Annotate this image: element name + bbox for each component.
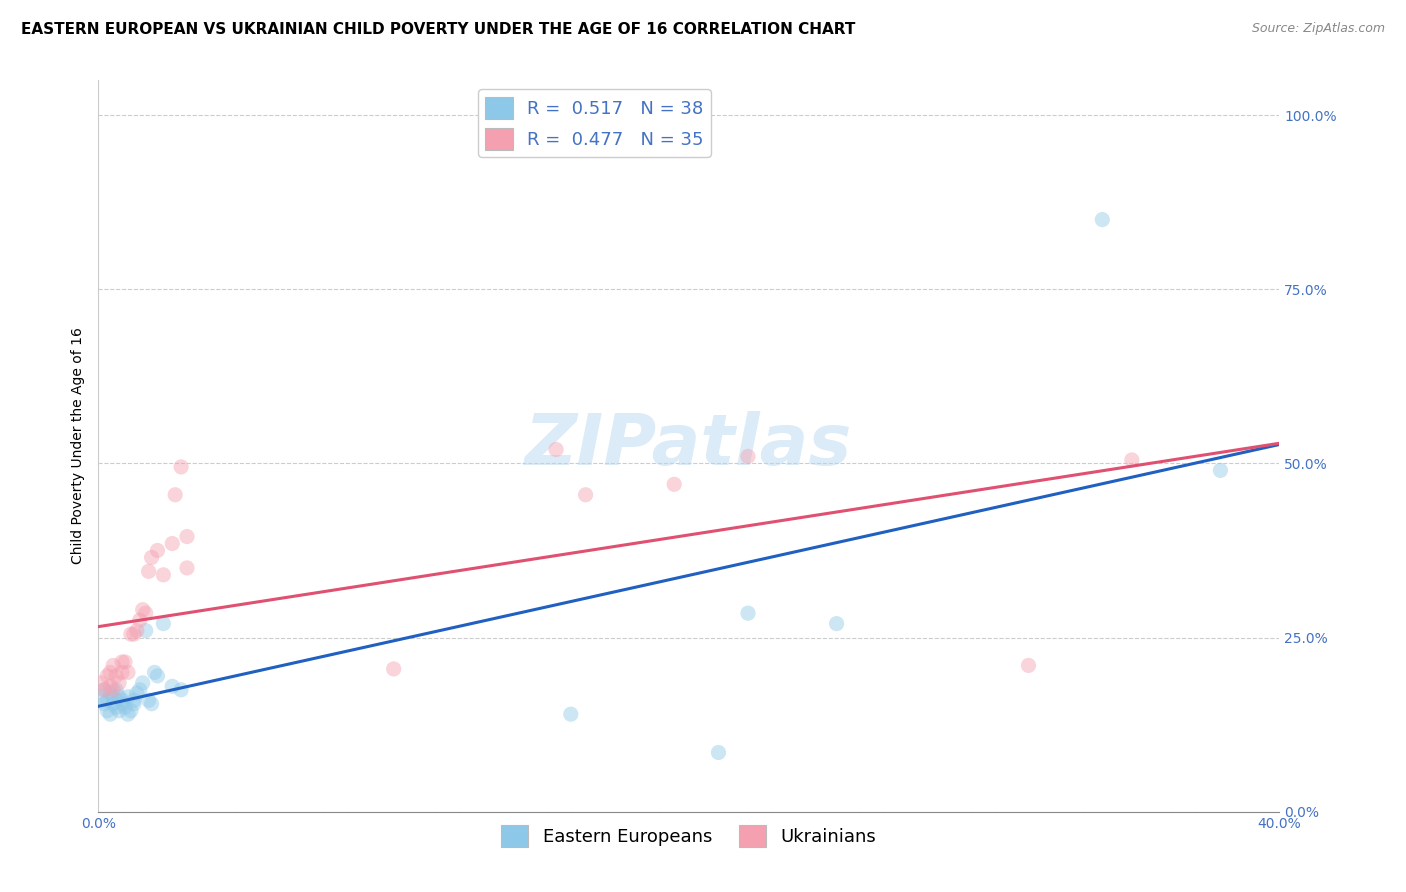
Point: [122, 693, 145, 707]
Point: [560, 707, 582, 722]
Point: [825, 616, 848, 631]
Point: [176, 530, 198, 544]
Point: [98, 679, 121, 693]
Point: [90, 690, 112, 704]
Point: [1091, 212, 1114, 227]
Point: [707, 746, 730, 760]
Point: [138, 693, 160, 707]
Point: [122, 697, 145, 711]
Point: [114, 700, 136, 714]
Point: [96, 693, 118, 707]
Point: [146, 669, 169, 683]
Point: [162, 536, 183, 550]
Point: [143, 665, 166, 680]
Point: [546, 442, 568, 457]
Point: [141, 550, 163, 565]
Point: [103, 690, 125, 704]
Point: [111, 665, 134, 680]
Point: [117, 665, 139, 680]
Point: [111, 693, 134, 707]
Point: [120, 627, 142, 641]
Point: [108, 690, 131, 704]
Point: [1121, 453, 1143, 467]
Point: [103, 682, 125, 697]
Point: [135, 606, 157, 620]
Text: ZIPatlas: ZIPatlas: [526, 411, 852, 481]
Point: [575, 488, 598, 502]
Point: [170, 682, 193, 697]
Point: [170, 459, 193, 474]
Point: [125, 686, 148, 700]
Y-axis label: Child Poverty Under the Age of 16: Child Poverty Under the Age of 16: [70, 327, 84, 565]
Point: [162, 679, 183, 693]
Point: [737, 450, 759, 464]
Point: [141, 697, 163, 711]
Point: [132, 603, 155, 617]
Point: [152, 567, 174, 582]
Point: [103, 658, 125, 673]
Text: Source: ZipAtlas.com: Source: ZipAtlas.com: [1251, 22, 1385, 36]
Point: [135, 624, 157, 638]
Point: [128, 682, 150, 697]
Point: [114, 655, 136, 669]
Point: [664, 477, 686, 491]
Point: [382, 662, 405, 676]
Point: [737, 606, 759, 620]
Point: [96, 669, 118, 683]
Point: [117, 707, 139, 722]
Point: [98, 665, 121, 680]
Point: [93, 682, 115, 697]
Point: [165, 488, 187, 502]
Point: [120, 704, 142, 718]
Point: [108, 676, 131, 690]
Point: [105, 669, 128, 683]
Point: [111, 655, 134, 669]
Point: [98, 707, 121, 722]
Text: EASTERN EUROPEAN VS UKRAINIAN CHILD POVERTY UNDER THE AGE OF 16 CORRELATION CHAR: EASTERN EUROPEAN VS UKRAINIAN CHILD POVE…: [21, 22, 855, 37]
Point: [93, 682, 115, 697]
Point: [93, 697, 115, 711]
Point: [132, 676, 155, 690]
Point: [103, 697, 125, 711]
Point: [125, 624, 148, 638]
Point: [146, 543, 169, 558]
Point: [1209, 463, 1232, 477]
Point: [96, 704, 118, 718]
Point: [98, 686, 121, 700]
Point: [90, 676, 112, 690]
Point: [117, 690, 139, 704]
Point: [111, 697, 134, 711]
Legend: Eastern Europeans, Ukrainians: Eastern Europeans, Ukrainians: [494, 817, 884, 854]
Point: [105, 700, 128, 714]
Point: [128, 613, 150, 627]
Point: [138, 565, 160, 579]
Point: [152, 616, 174, 631]
Point: [176, 561, 198, 575]
Point: [1018, 658, 1040, 673]
Point: [122, 627, 145, 641]
Point: [105, 682, 128, 697]
Point: [108, 704, 131, 718]
